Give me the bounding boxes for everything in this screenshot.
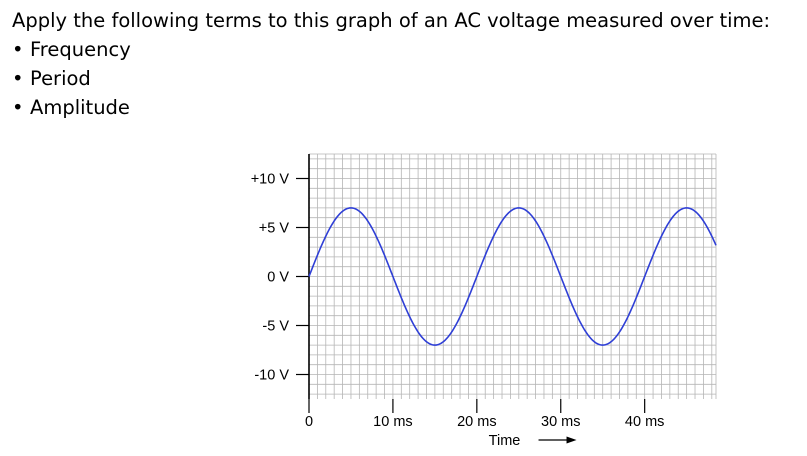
- question-text: Apply the following terms to this graph …: [12, 9, 771, 32]
- y-tick-label: +10 V: [251, 172, 290, 188]
- y-tick-label: -5 V: [262, 319, 289, 335]
- voltage-series-line: [308, 207, 717, 346]
- x-tick-label: 0: [305, 414, 313, 430]
- time-arrow-head-icon: [566, 436, 577, 444]
- bullet: •: [12, 67, 24, 90]
- y-tick-label: -10 V: [254, 368, 289, 384]
- x-tick-label: 20 ms: [457, 414, 497, 430]
- term-label: Period: [30, 67, 91, 90]
- x-axis-label: Time: [489, 433, 521, 449]
- term-label: Frequency: [30, 38, 131, 61]
- bullet: •: [12, 38, 24, 61]
- chart-grid: [309, 153, 717, 399]
- term-label: Amplitude: [30, 96, 130, 119]
- terms-list: • Frequency • Period • Amplitude: [12, 35, 770, 122]
- chart-labels: +10 V +5 V 0 V -5 V -10 V 0 10 ms 20 ms 30 ms 40 …: [251, 172, 665, 450]
- x-tick-label: 30 ms: [541, 414, 581, 430]
- x-tick-label: 10 ms: [373, 414, 413, 430]
- bullet: •: [12, 96, 24, 119]
- chart-axes: [296, 154, 646, 444]
- question-text-block: Apply the following terms to this graph …: [12, 6, 770, 122]
- term-item: • Period: [12, 64, 770, 93]
- y-tick-label: +5 V: [259, 221, 290, 237]
- y-tick-label: 0 V: [267, 270, 289, 286]
- term-item: • Amplitude: [12, 93, 770, 122]
- term-item: • Frequency: [12, 35, 770, 64]
- chart-series: [308, 207, 717, 346]
- x-tick-label: 40 ms: [625, 414, 665, 430]
